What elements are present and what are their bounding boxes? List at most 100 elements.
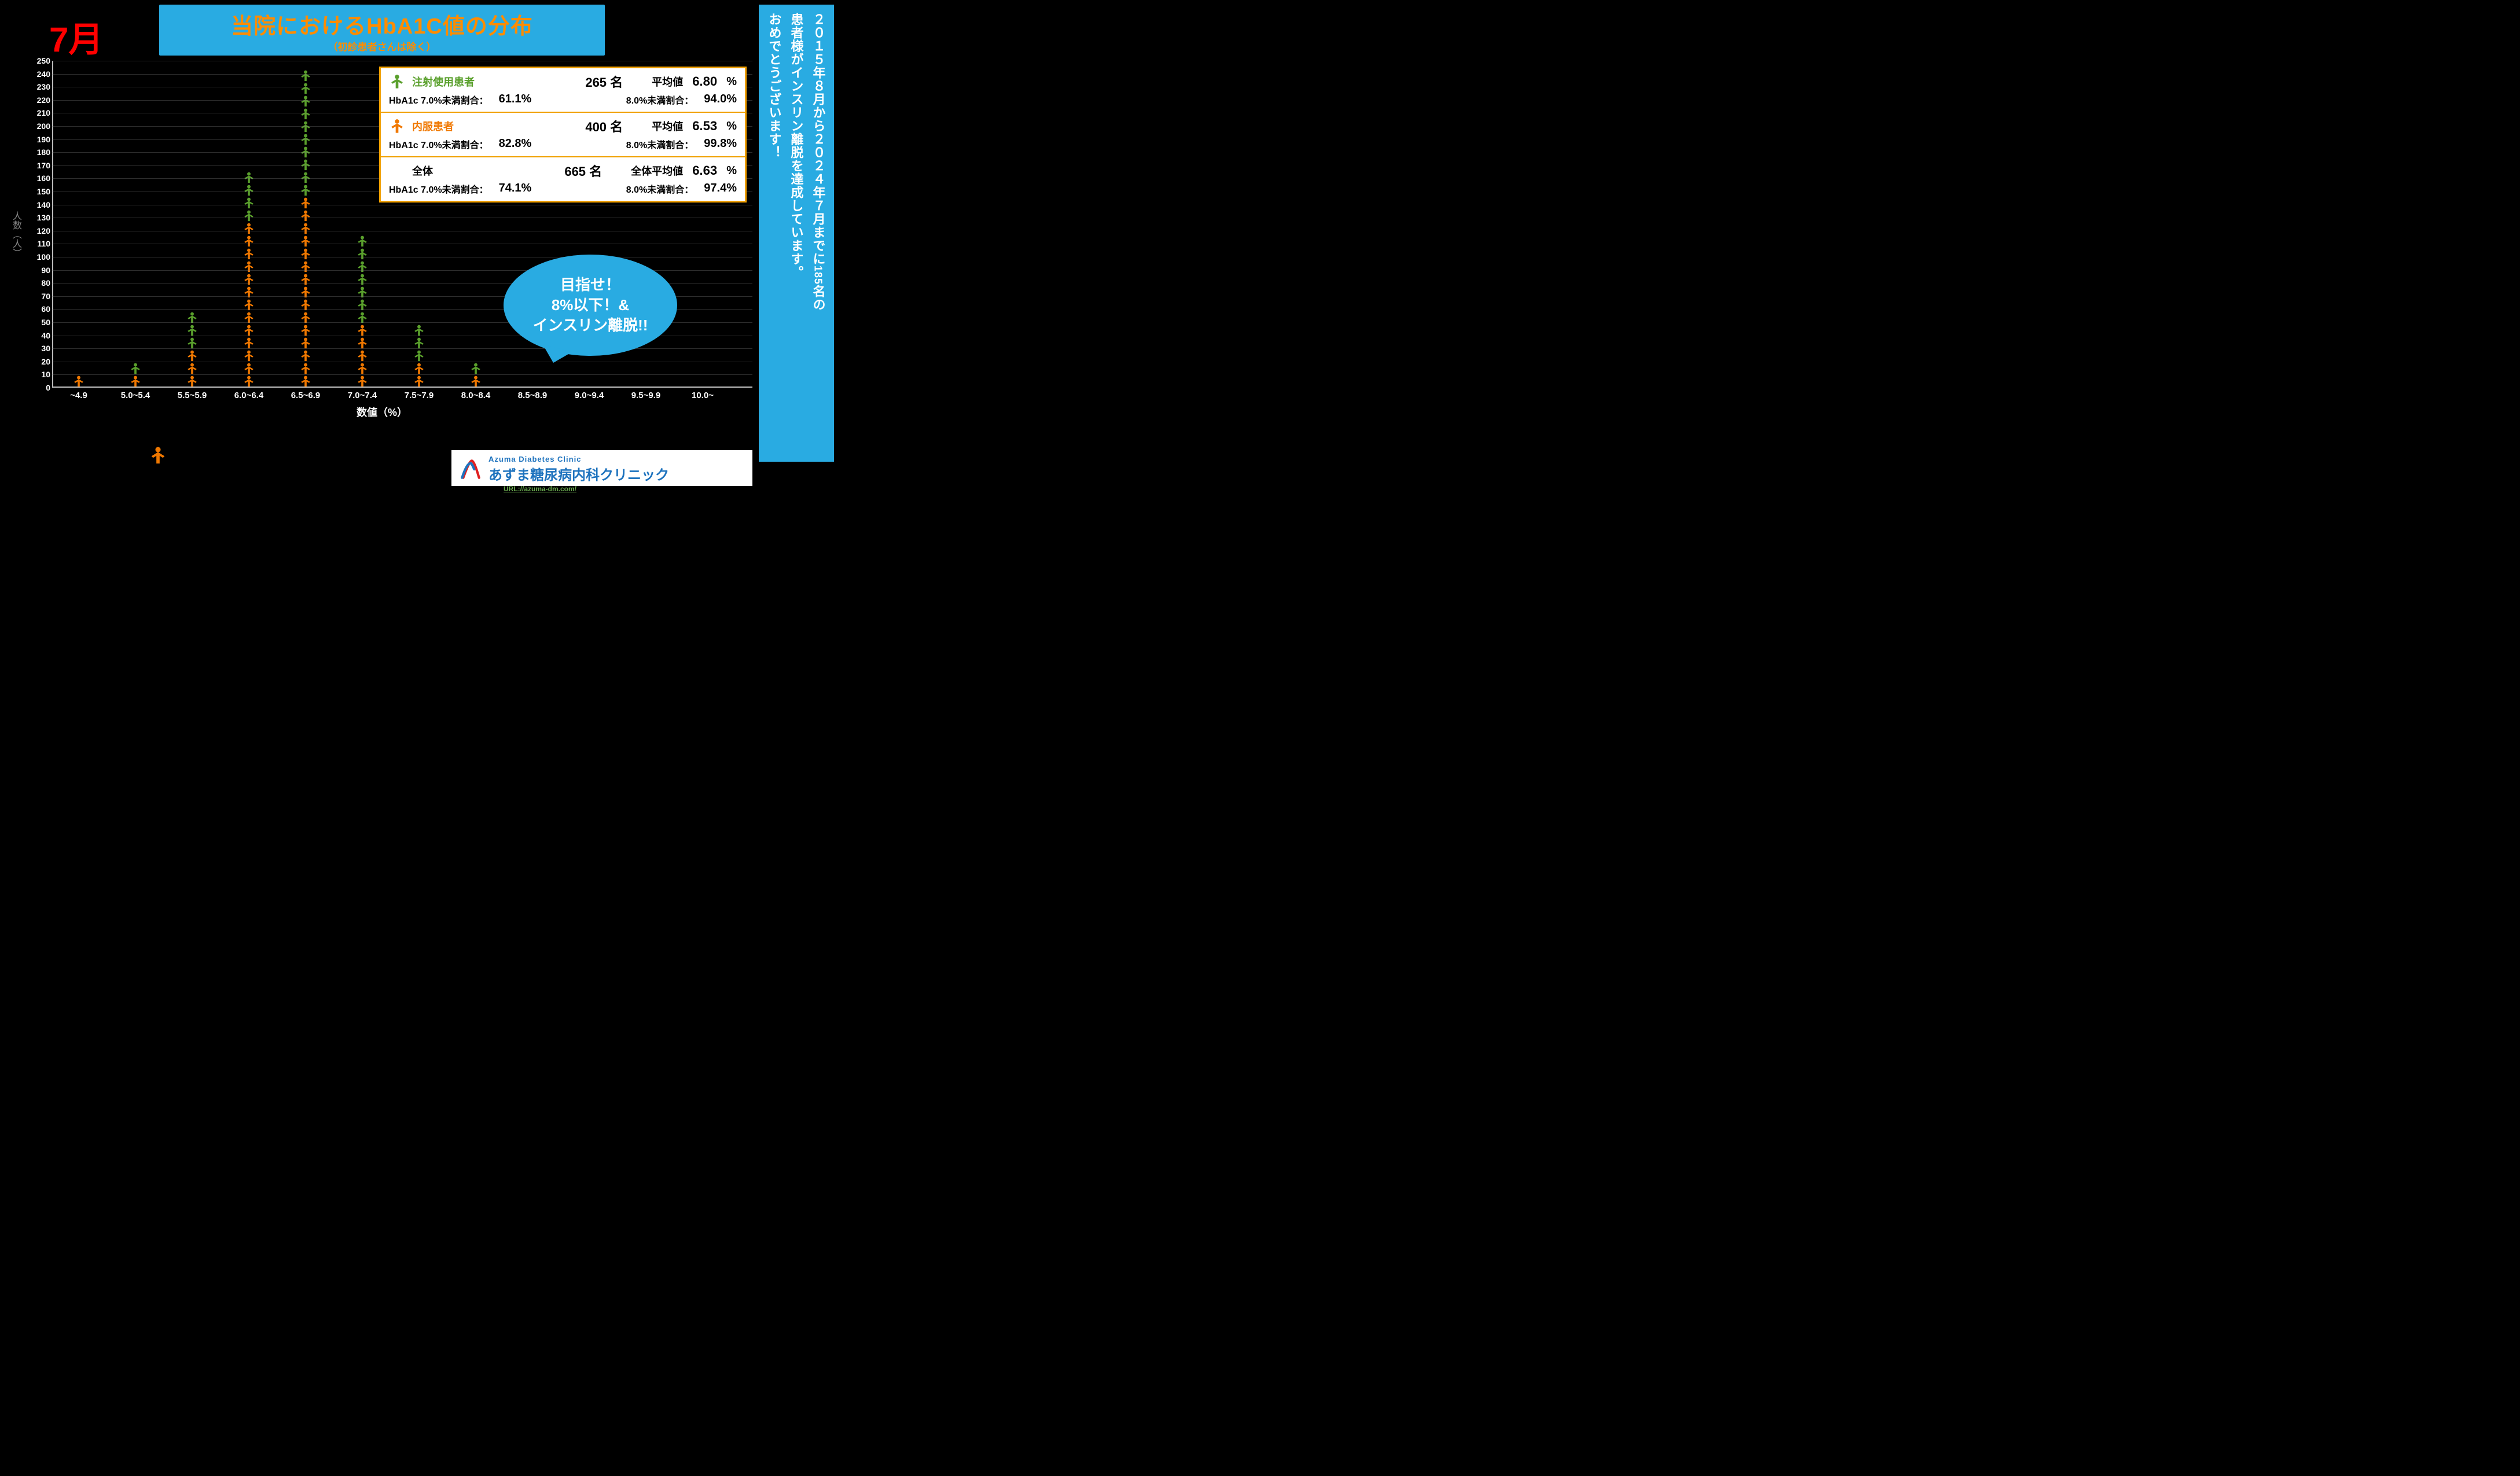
person-icon [354, 248, 370, 260]
month-label: 7月 [49, 12, 103, 62]
person-icon [297, 95, 314, 108]
banner-line-2: 患者様がインスリン離脱を達成しています。 [787, 13, 806, 454]
person-icon [184, 349, 200, 362]
person-icon [297, 337, 314, 349]
under8-label: 8.0%未満割合： [626, 137, 693, 151]
person-icon [241, 248, 257, 260]
stats-row: 全体 665 名 全体平均値 6.63 % HbA1c 7.0%未満割合： 74… [381, 156, 745, 201]
under8-value: 94.0% [704, 93, 737, 106]
person-icon [297, 235, 314, 248]
person-icon [297, 375, 314, 388]
person-icon [297, 197, 314, 209]
under8-label: 8.0%未満割合： [626, 182, 693, 196]
y-tick: 250 [37, 56, 50, 65]
avg-value: 6.53 [689, 119, 721, 134]
banner-line-1: ２０１５年８月から２０２４年７月までに185名の [809, 13, 828, 454]
y-tick: 10 [41, 370, 50, 379]
clinic-footer: Azuma Diabetes Clinic あずま糖尿病内科クリニック [451, 450, 752, 486]
stats-row: 注射使用患者 265 名 平均値 6.80 % HbA1c 7.0%未満割合： … [381, 68, 745, 112]
y-tick: 150 [37, 187, 50, 196]
y-tick: 100 [37, 252, 50, 262]
y-axis-ticks: 0102030405060708090100110120130140150160… [26, 61, 50, 388]
x-tick-label: 6.5~6.9 [291, 391, 320, 400]
x-tick-label: 5.0~5.4 [121, 391, 150, 400]
y-axis-title: 人数（人） [9, 211, 23, 257]
person-icon [297, 120, 314, 133]
x-tick-label: 10.0~ [692, 391, 714, 400]
grid-line [52, 374, 752, 375]
group-count: 665 名 [564, 161, 602, 180]
person-icon [184, 337, 200, 349]
person-icon [354, 273, 370, 286]
y-tick: 130 [37, 213, 50, 222]
person-icon [241, 362, 257, 375]
person-icon [241, 197, 257, 209]
y-tick: 80 [41, 278, 50, 288]
person-icon [297, 273, 314, 286]
person-icon [241, 184, 257, 197]
y-tick: 160 [37, 174, 50, 183]
group-count: 400 名 [585, 117, 623, 135]
under7-value: 61.1% [499, 93, 532, 106]
person-icon [241, 235, 257, 248]
x-tick-label: 7.5~7.9 [405, 391, 434, 400]
bubble-line-2: 8%以下！& [533, 295, 648, 315]
y-tick: 20 [41, 357, 50, 366]
person-icon [297, 260, 314, 273]
bar-column [401, 324, 437, 388]
person-icon [241, 222, 257, 235]
clinic-logo-icon [458, 457, 483, 481]
goal-speech-bubble: 目指せ！ 8%以下！& インスリン離脱!! [504, 255, 677, 356]
avg-label: 平均値 [652, 74, 683, 89]
x-axis-labels: ~4.95.0~5.45.5~5.96.0~6.46.5~6.97.0~7.47… [52, 391, 752, 403]
person-icon [389, 73, 406, 90]
person-icon [127, 375, 144, 388]
person-icon [241, 349, 257, 362]
under7-label: HbA1c 7.0%未満割合： [389, 93, 488, 106]
y-tick: 90 [41, 266, 50, 275]
avg-unit: % [726, 75, 737, 89]
under7-value: 82.8% [499, 137, 532, 151]
person-icon [354, 337, 370, 349]
person-icon [241, 375, 257, 388]
person-icon [184, 375, 200, 388]
y-tick: 200 [37, 122, 50, 131]
under7-value: 74.1% [499, 182, 532, 196]
y-tick: 240 [37, 69, 50, 79]
clinic-name-jp: あずま糖尿病内科クリニック [488, 463, 669, 484]
person-icon [354, 235, 370, 248]
x-axis-title: 数値（%） [12, 404, 752, 419]
person-icon [354, 349, 370, 362]
clinic-name-en: Azuma Diabetes Clinic [488, 455, 669, 463]
person-icon [297, 171, 314, 184]
avg-label: 全体平均値 [631, 163, 683, 178]
banner-count: 185 [813, 266, 824, 285]
group-name: 全体 [412, 163, 433, 178]
person-icon [411, 349, 427, 362]
x-tick-label: ~4.9 [70, 391, 87, 400]
x-tick-label: 5.5~5.9 [178, 391, 207, 400]
group-name: 内服患者 [412, 119, 454, 134]
person-icon [297, 222, 314, 235]
x-tick-label: 7.0~7.4 [348, 391, 377, 400]
person-icon [148, 446, 168, 465]
y-tick: 0 [46, 383, 50, 392]
y-tick: 60 [41, 304, 50, 314]
person-icon [71, 375, 87, 388]
person-icon [241, 171, 257, 184]
y-tick: 220 [37, 95, 50, 105]
x-tick-label: 9.5~9.9 [631, 391, 660, 400]
avg-unit: % [726, 120, 737, 133]
y-tick: 110 [37, 239, 50, 248]
y-tick: 30 [41, 344, 50, 353]
stats-panel: 注射使用患者 265 名 平均値 6.80 % HbA1c 7.0%未満割合： … [379, 67, 747, 203]
person-icon [297, 209, 314, 222]
bar-column [288, 69, 324, 388]
stats-row: 内服患者 400 名 平均値 6.53 % HbA1c 7.0%未満割合： 82… [381, 112, 745, 156]
bar-column [61, 375, 97, 388]
avg-label: 平均値 [652, 119, 683, 134]
person-icon [127, 362, 144, 375]
under8-value: 97.4% [704, 182, 737, 196]
avg-unit: % [726, 164, 737, 178]
clinic-url: URL://azuma-dm.com/ [504, 485, 576, 493]
